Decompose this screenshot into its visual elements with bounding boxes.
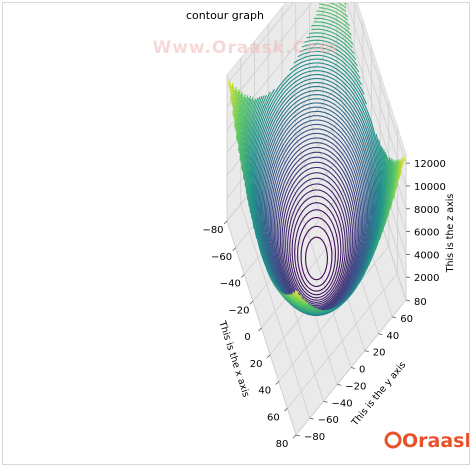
tick-labels: −80−60−40−20020406080−80−60−40−200204060…	[202, 159, 445, 450]
y-tick-label: −80	[304, 432, 325, 443]
floor-grid-y	[240, 204, 311, 419]
chart-title: contour graph	[186, 9, 264, 22]
contour-3d-chart: −80−60−40−20020406080−80−60−40−200204060…	[152, 3, 470, 452]
contour-level-line	[248, 50, 385, 314]
x-tick-label: 80	[276, 439, 289, 450]
x-tick-mark	[258, 327, 262, 332]
contour-level-line	[285, 183, 348, 305]
z-tick-label: 10000	[414, 182, 446, 193]
y-tick-mark	[323, 400, 328, 403]
contour-level-line	[238, 3, 395, 308]
z-tick-label: 2000	[414, 273, 439, 284]
contour-level-line	[243, 28, 390, 312]
left-grid-z	[226, 3, 294, 85]
y-tick-mark	[350, 367, 356, 369]
left-grid-z	[226, 3, 313, 108]
z-tick-label: 4000	[414, 250, 439, 261]
x-tick-mark	[223, 220, 228, 225]
y-tick-mark	[337, 383, 342, 386]
y-tick-label: 60	[400, 314, 413, 325]
y-tick-mark	[392, 316, 397, 319]
contour-level-line	[287, 189, 346, 303]
z-tick-label: 6000	[414, 228, 439, 239]
y-tick-label: 40	[387, 331, 400, 342]
contour-level-line	[228, 78, 405, 293]
contour-level-line	[297, 217, 336, 292]
y-tick-label: −20	[345, 381, 366, 392]
x-tick-mark	[240, 274, 245, 278]
z-tick-label: 8000	[414, 205, 439, 216]
contour-level-line	[241, 17, 392, 310]
watermark: Www.Oraask.Com	[152, 38, 337, 58]
x-tick-label: −80	[202, 225, 223, 236]
contour-level-line	[250, 58, 383, 315]
contour-level-line	[291, 202, 342, 299]
contour-level-line	[294, 209, 339, 296]
contour-level-line	[239, 10, 394, 309]
x-tick-label: 40	[258, 386, 271, 397]
contour-level-line	[247, 47, 386, 314]
contour-surface	[228, 3, 405, 316]
contour-level-line	[300, 225, 333, 287]
y-tick-mark	[309, 417, 314, 420]
contour-level-line	[244, 32, 389, 312]
logo-text: Oraask	[402, 430, 470, 452]
contour-level-line	[246, 39, 387, 313]
x-tick-mark	[266, 354, 271, 359]
x-tick-label: 0	[244, 332, 250, 343]
y-tick-mark	[295, 434, 301, 437]
y-tick-label: 20	[373, 348, 386, 359]
z-tick-label: 12000	[414, 159, 446, 170]
x-tick-label: −60	[211, 252, 232, 263]
x-tick-mark	[284, 407, 288, 412]
y-axis-label: This is the y axis	[349, 360, 408, 429]
oraask-logo: Oraask	[384, 430, 470, 452]
y-tick-label: −60	[318, 415, 339, 426]
x-tick-label: −40	[220, 279, 241, 290]
contour-level-line	[235, 94, 398, 305]
contour-level-line	[247, 43, 386, 314]
logo-ring-icon	[384, 431, 402, 449]
y-tick-label: −40	[332, 398, 353, 409]
y-tick-mark	[364, 350, 369, 353]
contour-level-line	[242, 21, 391, 311]
y-tick-label: 80	[414, 297, 427, 308]
chart-frame: −80 −60 −40 −20 0 20 40 60 80 −80 −60 −40 −20 0 20 40 60…	[2, 2, 470, 465]
z-axis-label: This is the z axis	[445, 194, 456, 274]
y-tick-label: 0	[359, 365, 365, 376]
x-tick-mark	[249, 300, 254, 305]
contour-level-line	[245, 35, 388, 313]
back-grid-z	[353, 3, 407, 164]
back-grid-z	[346, 3, 407, 187]
x-tick-mark	[292, 434, 297, 439]
contour-level-line	[305, 236, 328, 281]
y-tick-mark	[378, 333, 383, 336]
x-tick-mark	[275, 381, 280, 385]
x-tick-label: 60	[267, 412, 280, 423]
x-tick-label: 20	[250, 359, 263, 370]
y-tick-mark	[405, 299, 411, 302]
x-axis-label: This is the x axis	[216, 319, 251, 399]
contour-level-line	[249, 54, 384, 315]
x-tick-mark	[232, 247, 236, 252]
x-tick-label: −20	[228, 305, 249, 316]
contour-level-line	[289, 195, 344, 301]
